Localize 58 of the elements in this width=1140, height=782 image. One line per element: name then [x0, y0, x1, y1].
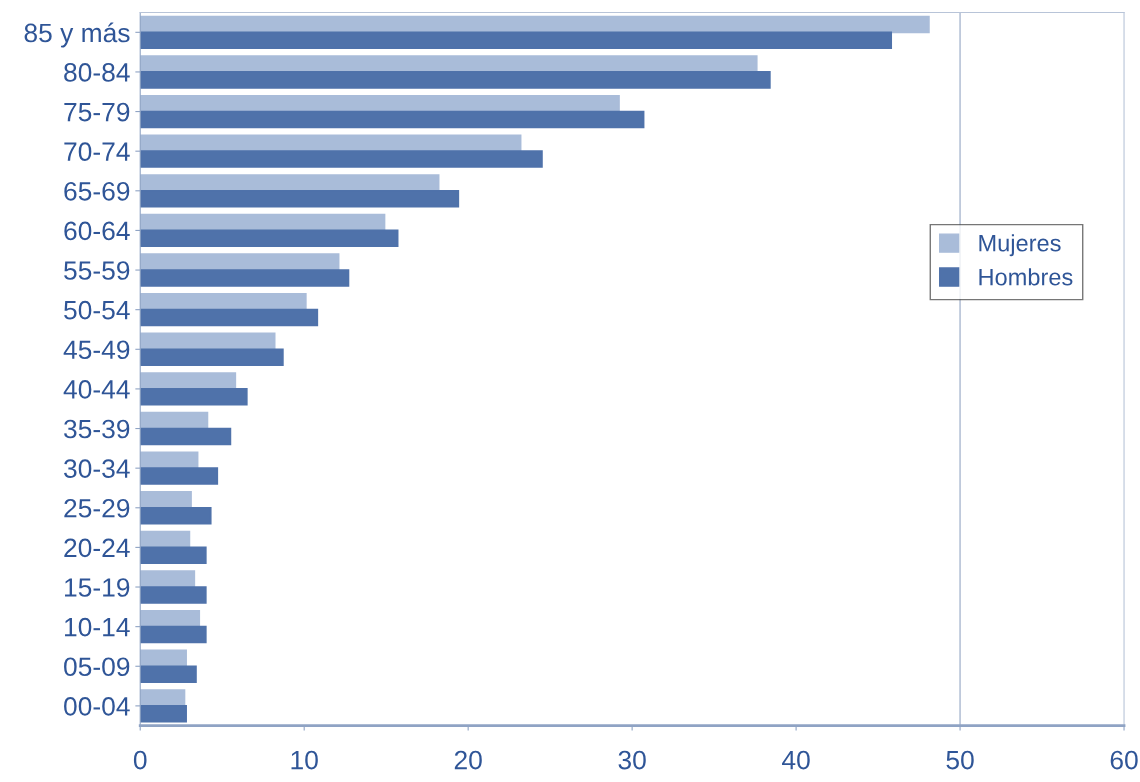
x-tick-label: 20 [454, 750, 482, 770]
y-tick-label: 35-39 [64, 419, 130, 439]
bar [140, 55, 758, 73]
bar [140, 292, 307, 311]
bar [140, 427, 232, 446]
bar [140, 253, 340, 271]
bar [140, 625, 207, 644]
bar [140, 213, 386, 232]
bar [140, 705, 187, 723]
y-tick-label: 00-04 [64, 697, 130, 716]
y-tick-label: 60-64 [64, 221, 130, 241]
y-tick-label: 40-44 [63, 380, 130, 399]
bar [140, 71, 771, 89]
y-tick-label: 80-84 [64, 63, 130, 82]
bar [140, 269, 350, 287]
y-tick-label: 05-09 [64, 657, 130, 677]
bar [140, 665, 197, 683]
y-tick-label: 85 y más [24, 22, 130, 48]
bar [140, 31, 893, 50]
y-tick-label: 75-79 [64, 102, 130, 122]
bar [140, 506, 212, 525]
y-tick-label: 30-34 [64, 459, 130, 478]
y-tick-label: 10-14 [65, 617, 130, 637]
y-tick-label: 70-74 [64, 142, 130, 162]
bar [140, 491, 192, 509]
bar [140, 110, 645, 129]
x-tick-label: 60 [1110, 750, 1138, 770]
x-tick-label: 10 [291, 750, 318, 770]
bar [140, 174, 440, 192]
y-tick-label: 45-49 [63, 340, 130, 360]
bar [140, 189, 460, 208]
x-tick-label: 0 [133, 750, 147, 770]
bar [140, 150, 543, 168]
bar [140, 609, 201, 628]
x-tick-label: 30 [618, 750, 646, 770]
legend-label: Hombres [979, 268, 1073, 286]
bar [140, 94, 620, 113]
y-tick-label: 15-19 [65, 578, 130, 597]
bar [140, 451, 199, 469]
bar [140, 372, 237, 390]
x-tick-label: 50 [946, 750, 974, 770]
y-tick-label: 55-59 [64, 261, 130, 280]
bar [140, 530, 191, 549]
y-tick-label: 20-24 [64, 538, 130, 558]
bar [140, 570, 196, 588]
y-tick-label: 50-54 [64, 300, 130, 320]
legend-label: Mujeres [979, 234, 1061, 257]
y-tick-label: 25-29 [64, 498, 130, 518]
y-tick-label: 65-69 [64, 181, 130, 201]
bar [140, 348, 284, 366]
bar [140, 388, 248, 406]
bar [140, 546, 207, 565]
bar [140, 467, 219, 485]
bar [140, 229, 399, 248]
bar [140, 308, 319, 327]
bar [140, 586, 207, 604]
x-tick-label: 40 [782, 750, 810, 770]
bar [140, 411, 209, 430]
